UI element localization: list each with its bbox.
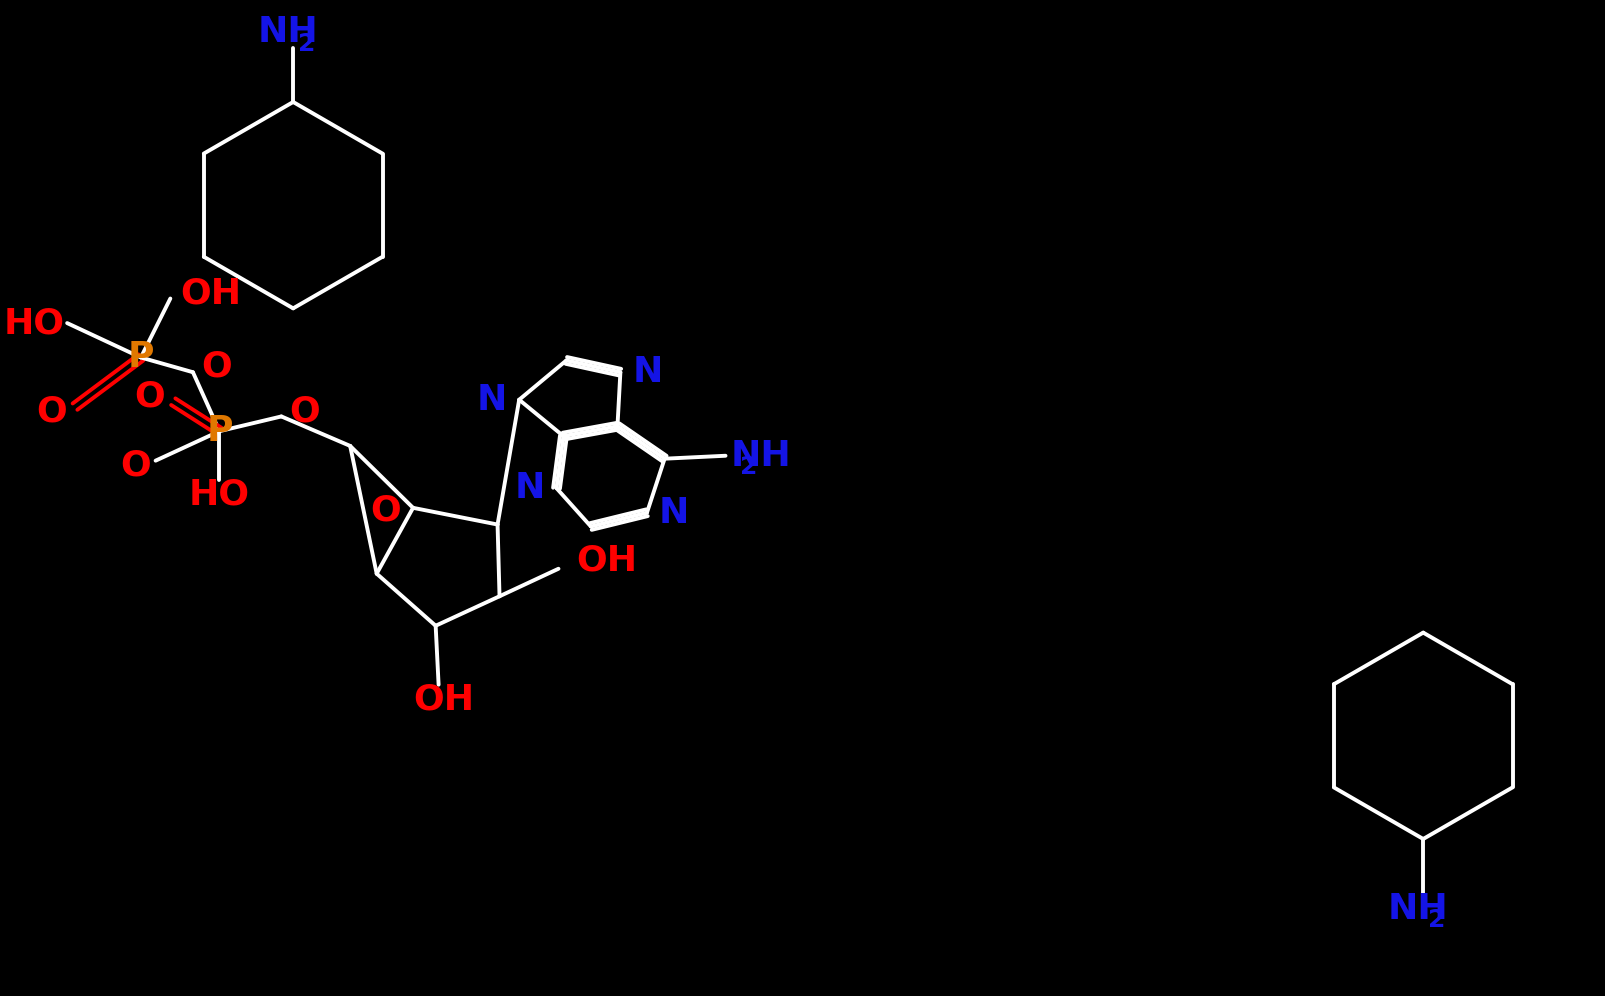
Text: O: O (37, 394, 67, 428)
Text: P: P (205, 414, 233, 448)
Text: 2: 2 (740, 455, 758, 479)
Text: O: O (371, 494, 401, 528)
Text: N: N (658, 496, 689, 530)
Text: 2: 2 (299, 32, 315, 56)
Text: N: N (514, 471, 544, 505)
Text: HO: HO (189, 477, 250, 511)
Text: NH: NH (1387, 891, 1448, 925)
Text: OH: OH (412, 682, 473, 716)
Text: N: N (477, 382, 507, 416)
Text: P: P (127, 341, 154, 374)
Text: 2: 2 (1427, 908, 1444, 932)
Text: O: O (201, 350, 231, 383)
Text: NH: NH (258, 15, 318, 49)
Text: O: O (135, 379, 165, 413)
Text: HO: HO (5, 306, 66, 340)
Text: N: N (632, 356, 663, 389)
Text: O: O (120, 448, 151, 483)
Text: OH: OH (576, 544, 637, 578)
Text: OH: OH (180, 277, 241, 311)
Text: O: O (289, 394, 319, 428)
Text: NH: NH (730, 439, 791, 473)
